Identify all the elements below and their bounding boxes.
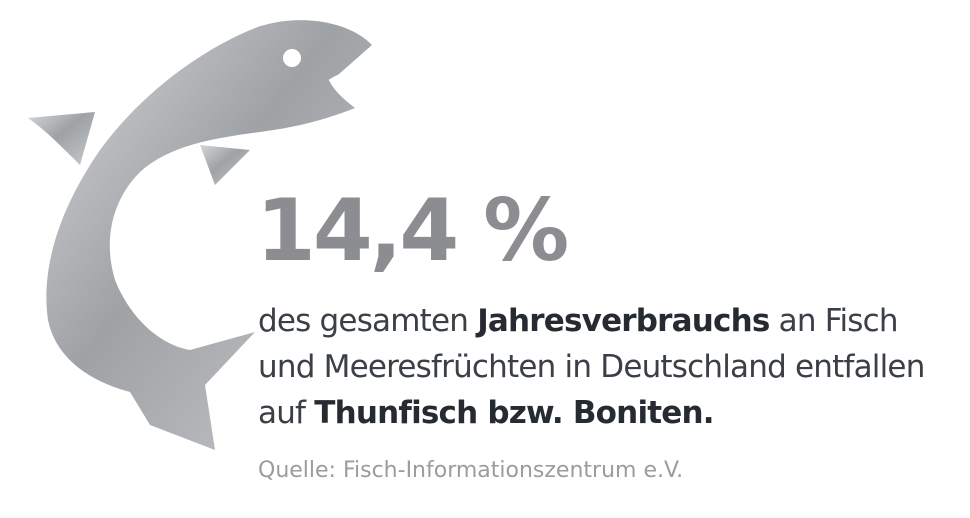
- text: auf: [258, 395, 306, 431]
- fish-illustration: [28, 20, 373, 451]
- text-line: des gesamten Jahresverbrauchs an Fisch: [258, 298, 925, 344]
- text: und Meeresfrüchten in Deutschland entfal…: [258, 349, 925, 385]
- text-line: und Meeresfrüchten in Deutschland entfal…: [258, 344, 925, 390]
- bold-text: Thunfisch bzw. Boniten.: [314, 395, 714, 431]
- headline: 14,4 %: [256, 181, 569, 281]
- source: Quelle: Fisch-Informationszentrum e.V.: [258, 458, 684, 483]
- bold-text: Jahresverbrauchs: [477, 303, 770, 339]
- body-text: des gesamten Jahresverbrauchs an Fisch u…: [258, 298, 925, 436]
- text-line: auf Thunfisch bzw. Boniten.: [258, 390, 925, 436]
- text: des gesamten: [258, 303, 469, 339]
- text: an Fisch: [778, 303, 899, 339]
